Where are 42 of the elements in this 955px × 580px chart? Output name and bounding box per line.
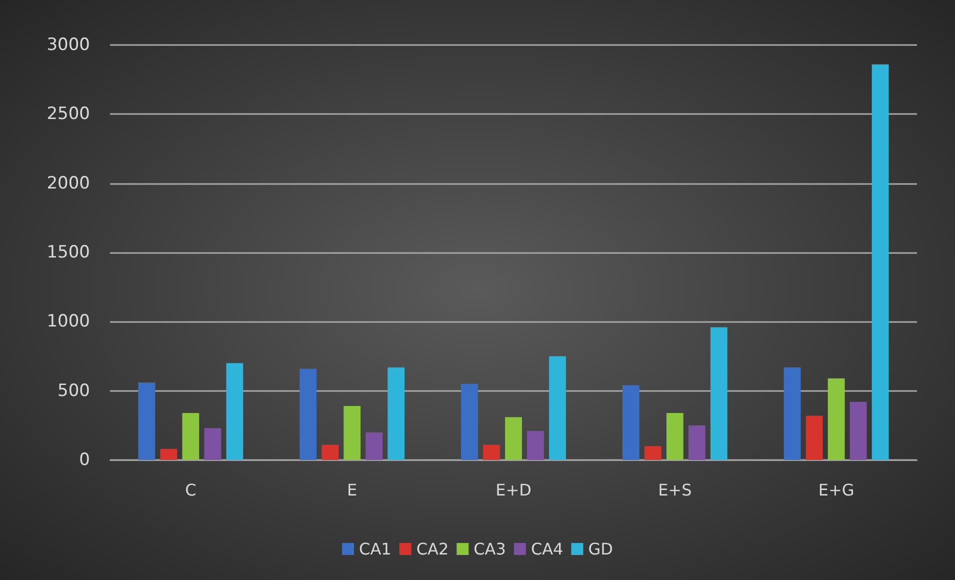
bar [850,402,867,460]
bar [688,425,706,460]
bar [828,378,845,460]
legend-label: GD [588,540,613,558]
bar [806,416,823,460]
x-tick-label: E+D [496,480,532,500]
y-tick-label: 2500 [46,104,90,124]
bar [505,417,522,460]
x-tick-label: E+S [658,480,692,500]
bar [138,382,156,460]
bar [160,448,178,460]
bar [182,412,200,460]
bar [300,368,317,460]
y-tick-label: 1500 [46,242,90,262]
y-tick-label: 1000 [46,312,90,332]
bar [483,444,500,460]
bar [527,430,544,460]
bar [549,356,566,460]
bar [666,412,684,460]
bar [226,363,244,460]
legend-label: CA1 [359,540,392,558]
bar [461,384,478,460]
y-tick-label: 3000 [46,35,90,55]
bar [366,432,383,460]
bar [344,406,361,460]
legend-label: CA2 [416,540,449,558]
bar [644,446,662,460]
bar [388,367,405,460]
legend-label: CA3 [474,540,506,558]
legend-label: CA4 [530,540,564,558]
bar [784,367,801,460]
y-tick-label: 500 [58,380,90,401]
y-tick-label: 2000 [46,173,90,194]
bar [322,444,339,460]
bar [710,327,728,460]
x-tick-label: E+G [818,480,854,500]
y-tick-label: 0 [79,450,90,470]
bar [204,428,222,460]
x-tick-label: E [347,480,358,500]
x-tick-label: C [185,480,196,500]
bar [872,64,889,460]
bar [622,385,640,460]
